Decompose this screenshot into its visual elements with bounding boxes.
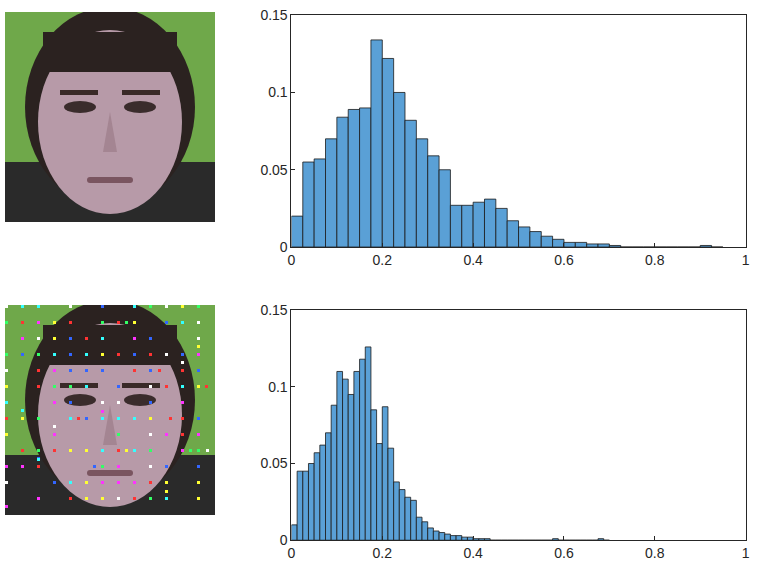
svg-text:0.15: 0.15 [260,7,287,23]
svg-text:0.2: 0.2 [373,545,393,561]
svg-text:0: 0 [288,252,296,268]
svg-text:0.15: 0.15 [260,302,287,318]
svg-text:0: 0 [280,532,288,548]
svg-text:0: 0 [288,545,296,561]
svg-text:0.4: 0.4 [463,252,483,268]
svg-text:0.05: 0.05 [260,162,287,178]
svg-text:1: 1 [742,545,750,561]
svg-text:0.05: 0.05 [260,455,287,471]
svg-text:0.8: 0.8 [645,252,665,268]
svg-text:0.6: 0.6 [554,252,574,268]
svg-text:0.8: 0.8 [645,545,665,561]
svg-text:0.6: 0.6 [554,545,574,561]
svg-text:0.2: 0.2 [373,252,393,268]
svg-text:0.4: 0.4 [463,545,483,561]
svg-text:0.1: 0.1 [268,379,288,395]
svg-text:0: 0 [280,239,288,255]
svg-text:0.1: 0.1 [268,84,288,100]
svg-text:1: 1 [742,252,750,268]
